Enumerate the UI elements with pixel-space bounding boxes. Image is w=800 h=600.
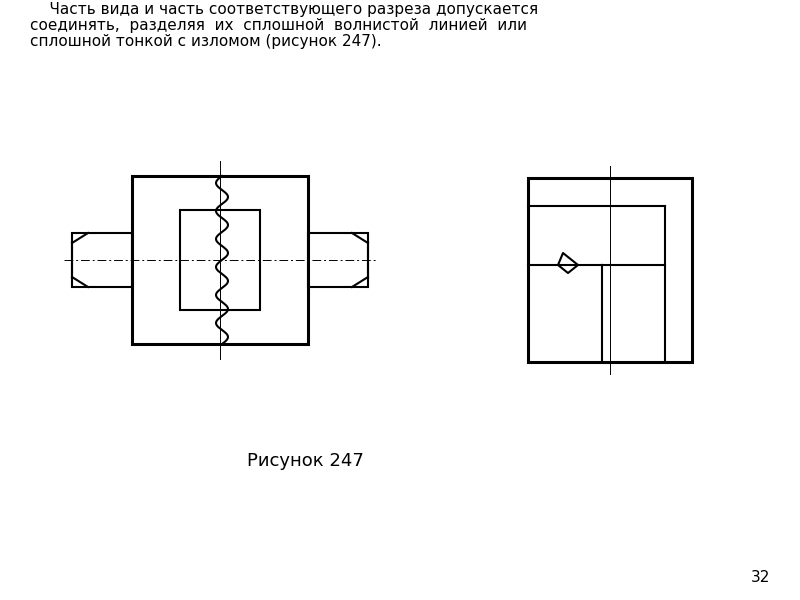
Polygon shape (132, 176, 228, 210)
Bar (180, 210, 260, 310)
Bar (132, 176, 308, 344)
Bar (180, 210, 260, 310)
Text: Рисунок 247: Рисунок 247 (246, 452, 363, 470)
Polygon shape (216, 176, 308, 210)
Text: 32: 32 (750, 570, 770, 585)
Polygon shape (216, 310, 308, 344)
Bar (528, 178, 692, 206)
Bar (528, 178, 692, 362)
Bar (72, 233, 132, 287)
Text: соединять,  разделяя  их  сплошной  волнистой  линией  или: соединять, разделяя их сплошной волнисто… (30, 18, 527, 33)
Text: Часть вида и часть соответствующего разреза допускается: Часть вида и часть соответствующего разр… (30, 2, 538, 17)
Bar (132, 176, 308, 344)
Bar (308, 233, 368, 287)
Bar (528, 178, 692, 362)
Polygon shape (132, 310, 228, 344)
Text: сплошной тонкой с изломом (рисунок 247).: сплошной тонкой с изломом (рисунок 247). (30, 34, 382, 49)
Bar (665, 178, 692, 362)
